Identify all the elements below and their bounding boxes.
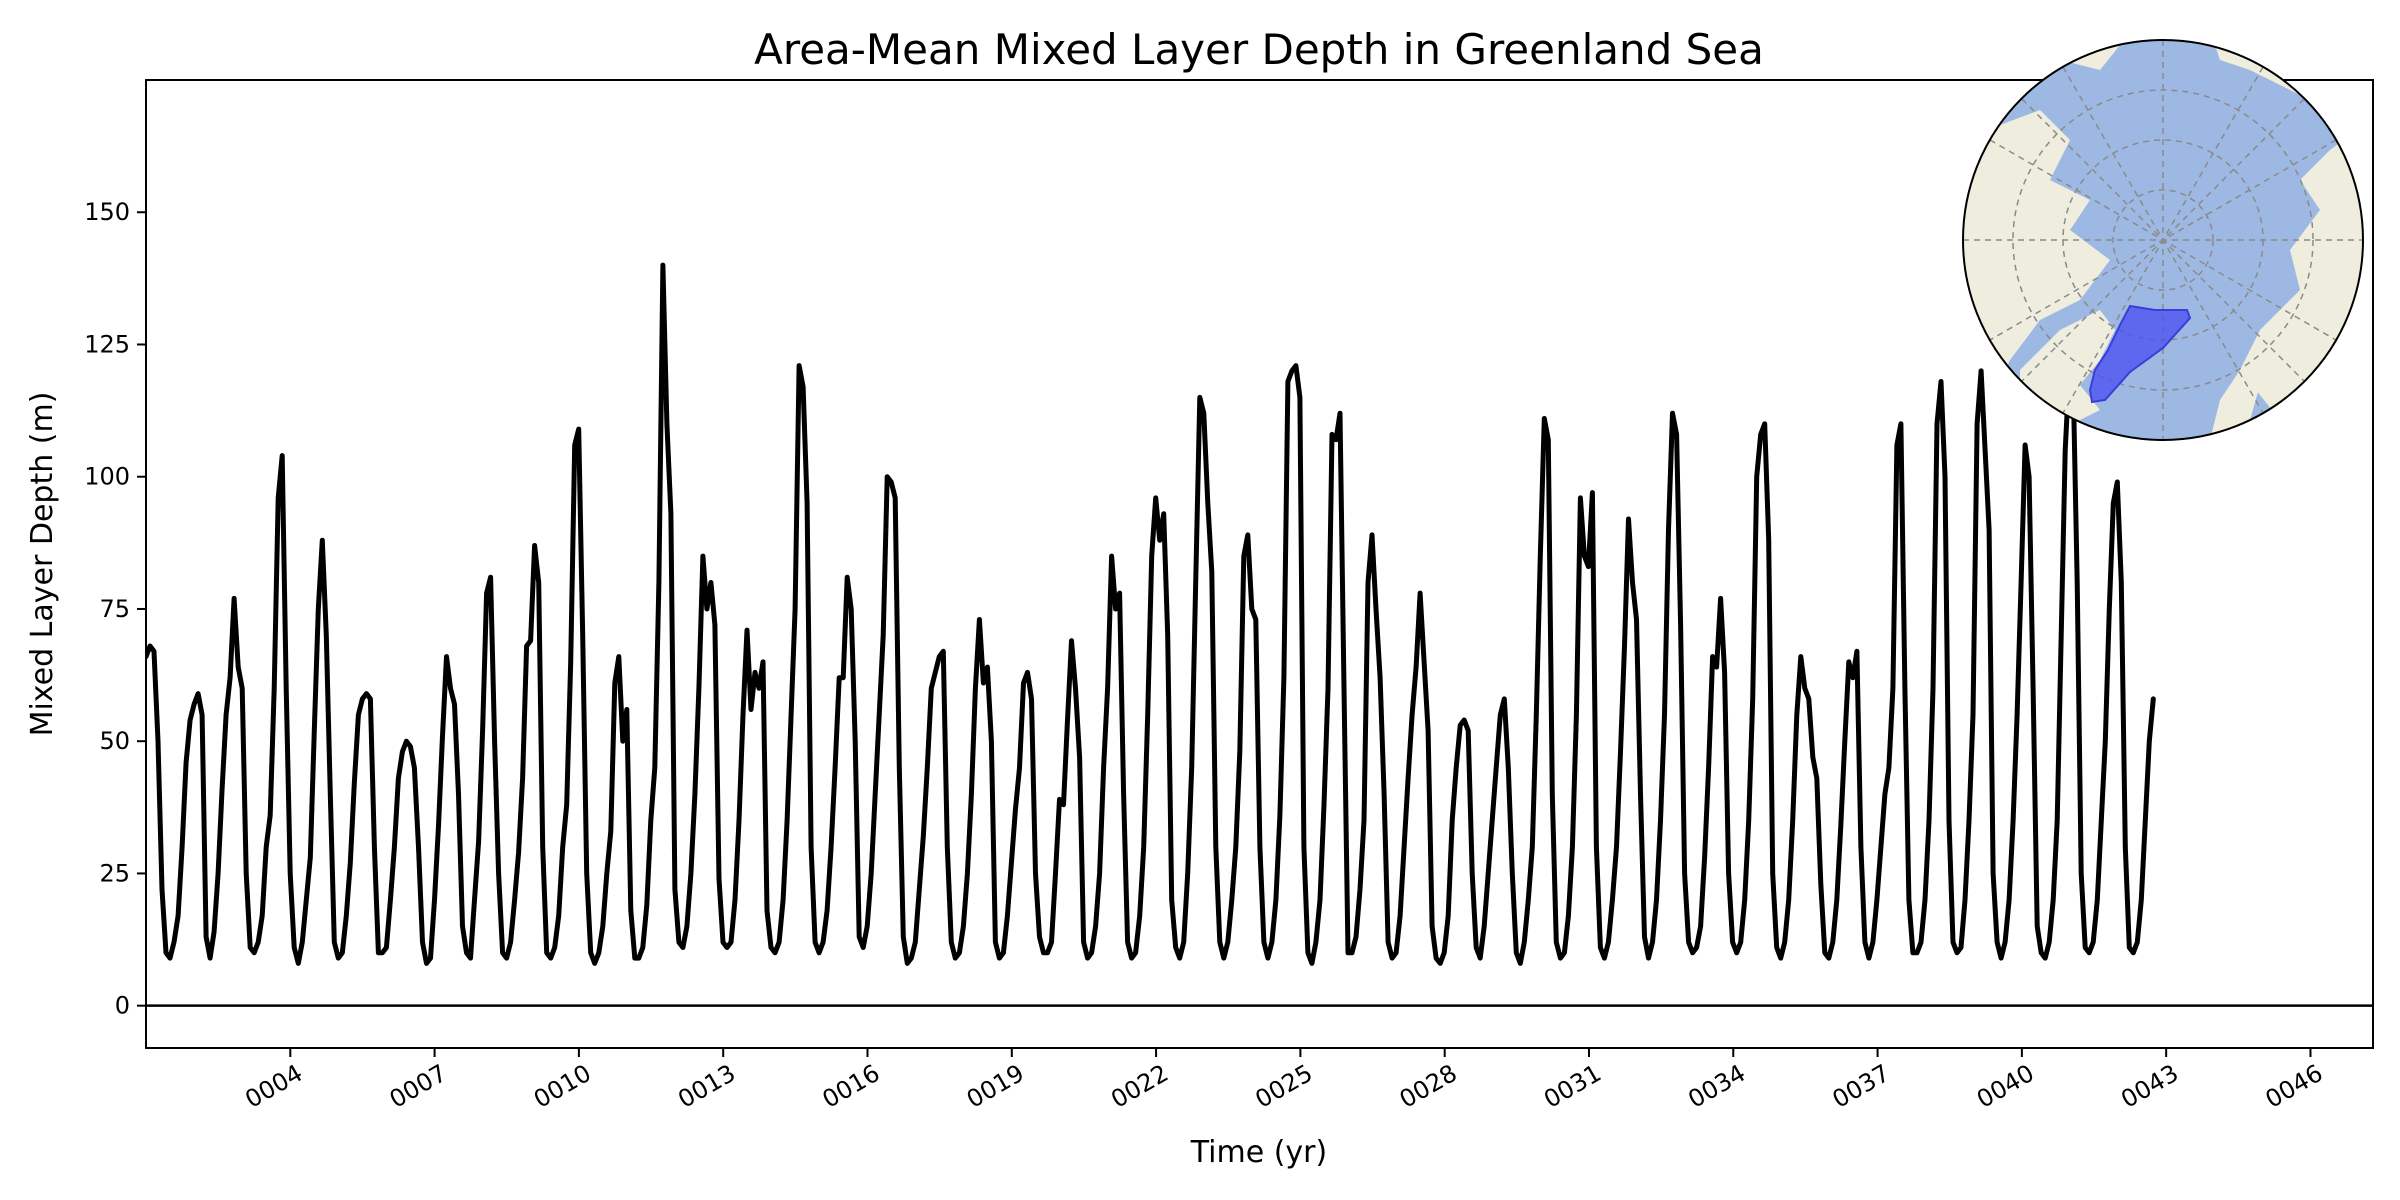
x-tick-label: 0034 <box>1683 1059 1750 1114</box>
greenland-sea-region <box>2088 304 2192 404</box>
x-tick-label: 0013 <box>673 1059 740 1114</box>
map-land-west <box>1963 110 2110 400</box>
map-border <box>1962 39 2364 441</box>
y-axis-label: Mixed Layer Depth (m) <box>25 392 60 737</box>
y-tick-label: 0 <box>115 992 130 1020</box>
y-tick-label: 25 <box>99 859 130 887</box>
x-tick-label: 0016 <box>818 1059 885 1114</box>
x-tick-label: 0022 <box>1106 1059 1173 1114</box>
y-tick-label: 50 <box>99 727 130 755</box>
y-tick-label: 75 <box>99 595 130 623</box>
x-tick-label: 0025 <box>1250 1059 1317 1114</box>
inset-map <box>1962 39 2364 441</box>
x-tick-label: 0019 <box>962 1059 1029 1114</box>
x-tick-label: 0043 <box>2116 1059 2183 1114</box>
y-tick-label: 100 <box>84 463 130 491</box>
x-tick-label: 0028 <box>1395 1059 1462 1114</box>
y-tick-label: 125 <box>84 330 130 358</box>
x-tick-label: 0037 <box>1828 1059 1895 1114</box>
y-tick-label: 150 <box>84 198 130 226</box>
x-tick-label: 0004 <box>240 1059 307 1114</box>
x-tick-label: 0007 <box>385 1059 452 1114</box>
x-tick-label: 0031 <box>1539 1059 1606 1114</box>
y-axis: 0 25 50 75 100 125 150 <box>84 198 146 1020</box>
series-group <box>146 262 2156 966</box>
x-tick-label: 0040 <box>1972 1059 2039 1114</box>
x-axis: 0004 0007 0010 0013 0016 0019 0022 0025 0028 0031… <box>240 1048 2327 1114</box>
chart-title: Area-Mean Mixed Layer Depth in Greenland… <box>754 25 1764 74</box>
x-axis-label: Time (yr) <box>1190 1135 1327 1170</box>
map-land-europe <box>2210 370 2260 440</box>
x-tick-label: 0046 <box>2261 1059 2328 1114</box>
series-line-mld <box>146 262 2156 966</box>
x-tick-label: 0010 <box>529 1059 596 1114</box>
